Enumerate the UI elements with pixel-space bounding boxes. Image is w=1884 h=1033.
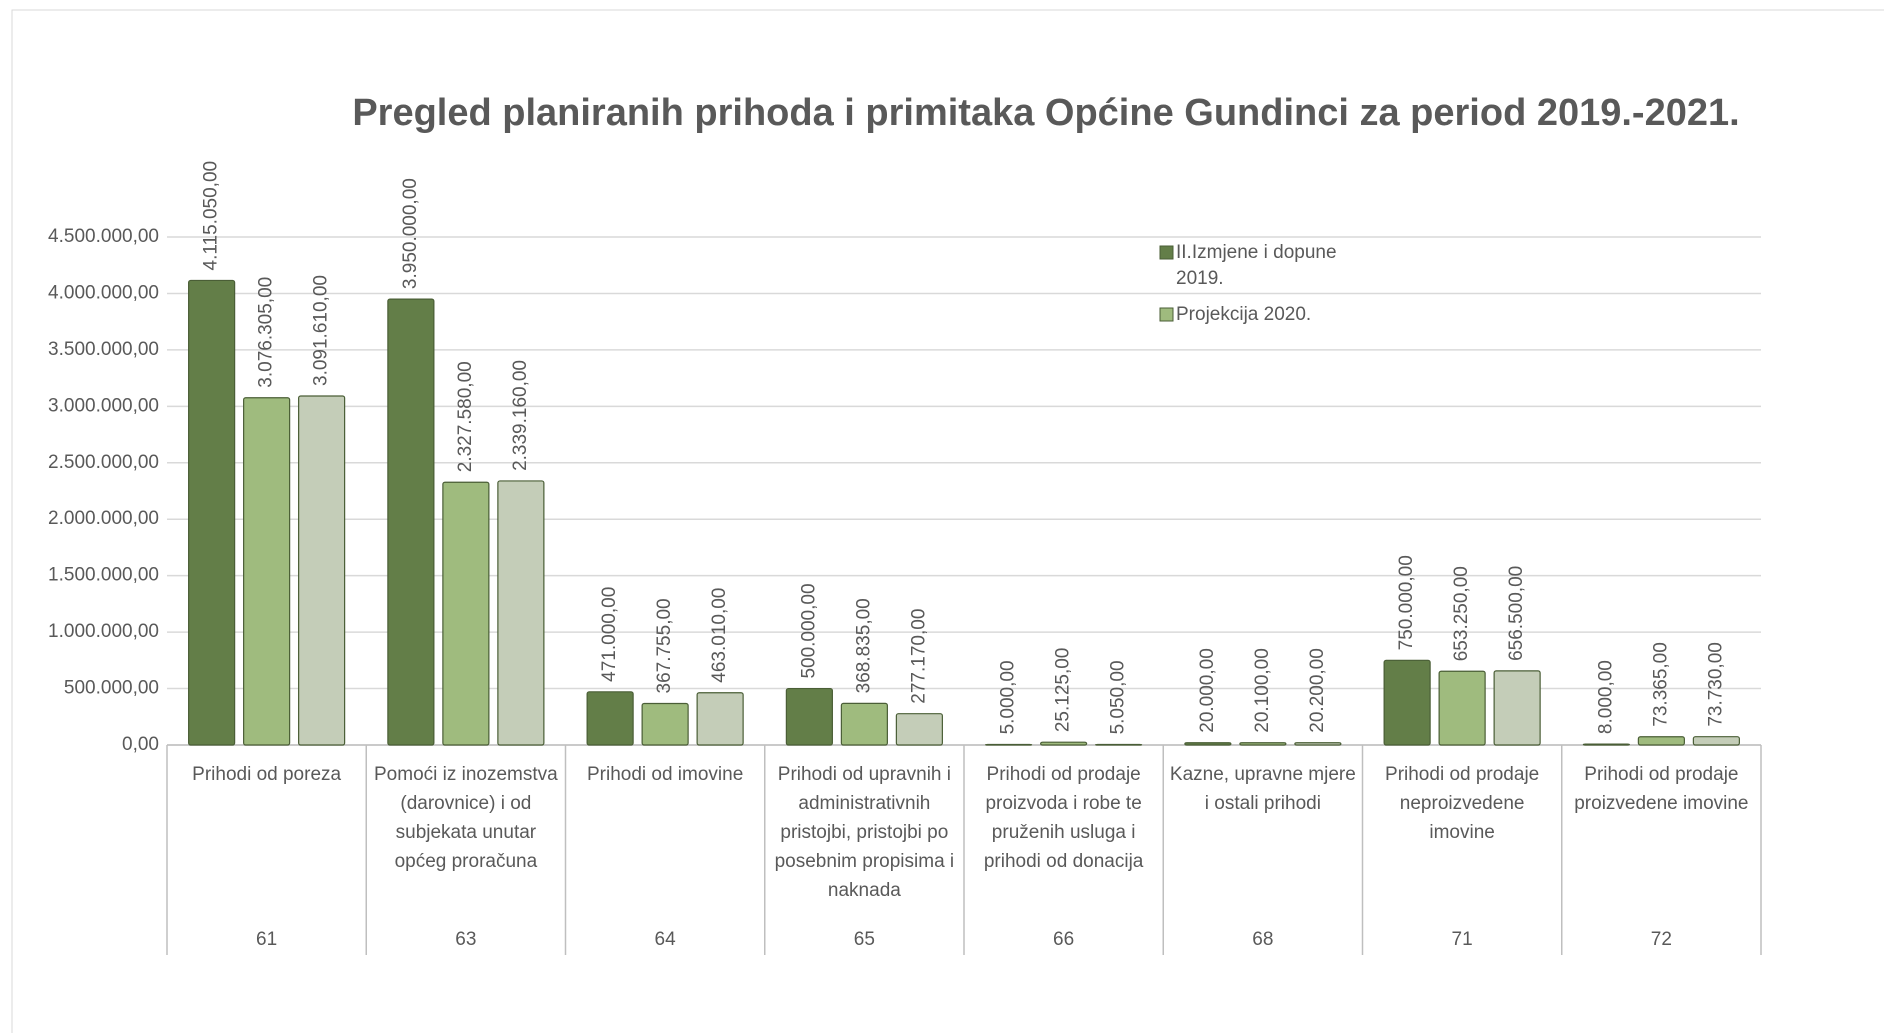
data-label: 2.339.160,00 — [510, 360, 531, 471]
data-label: 3.091.610,00 — [311, 275, 332, 386]
y-tick-label: 2.500.000,00 — [48, 452, 159, 473]
chart-title: Pregled planiranih prihoda i primitaka O… — [352, 92, 1739, 134]
bar — [1692, 736, 1740, 746]
legend-label: Projekcija 2020. — [1176, 304, 1312, 325]
bar — [1493, 670, 1541, 746]
bar — [188, 279, 236, 746]
data-label: 368.835,00 — [853, 598, 874, 693]
data-label: 471.000,00 — [599, 587, 620, 682]
x-tick-label-box: Pomoći iz inozemstva (darovnice) i od su… — [374, 764, 558, 872]
category-code: 64 — [655, 929, 677, 950]
y-tick-label: 2.000.000,00 — [48, 508, 159, 529]
x-tick-label: Prihodi od upravnih i administrativnih p… — [774, 764, 955, 901]
data-label: 3.076.305,00 — [256, 277, 277, 388]
bar — [1582, 743, 1630, 746]
bar — [442, 481, 490, 746]
x-tick-label: Prihodi od prodaje neproizvedene imovine — [1385, 764, 1540, 843]
x-tick-label: Kazne, upravne mjere i ostali prihodi — [1169, 764, 1356, 814]
bar — [387, 298, 435, 746]
category-code: 71 — [1452, 929, 1473, 950]
y-tick-label: 3.500.000,00 — [48, 339, 159, 360]
bar — [785, 687, 833, 746]
y-tick-label: 4.500.000,00 — [48, 226, 159, 247]
legend-marker — [1159, 245, 1174, 260]
data-label: 20.100,00 — [1252, 648, 1273, 733]
category-code: 72 — [1651, 929, 1672, 950]
category-code: 63 — [455, 929, 476, 950]
data-label: 8.000,00 — [1595, 660, 1616, 734]
bar — [1383, 659, 1431, 746]
bar — [1095, 743, 1143, 746]
x-tick-label-box: Prihodi od upravnih i administrativnih p… — [774, 764, 955, 901]
data-label: 20.000,00 — [1197, 648, 1218, 733]
data-label: 367.755,00 — [654, 598, 675, 693]
bar — [497, 480, 545, 746]
data-label: 277.170,00 — [908, 609, 929, 704]
bar — [696, 692, 744, 746]
x-tick-label-box: Prihodi od poreza — [192, 764, 342, 785]
category-code: 68 — [1252, 929, 1273, 950]
bar — [1438, 670, 1486, 746]
legend-label-box: II.Izmjene i dopune 2019. — [1176, 242, 1337, 289]
x-tick-label: Prihodi od prodaje proizvoda i robe te p… — [983, 764, 1144, 872]
data-label: 656.500,00 — [1506, 566, 1527, 661]
data-label: 500.000,00 — [798, 583, 819, 678]
data-label: 3.950.000,00 — [400, 178, 421, 289]
data-label: 2.327.580,00 — [455, 361, 476, 472]
bar — [840, 702, 888, 746]
x-tick-label: Pomoći iz inozemstva (darovnice) i od su… — [374, 764, 558, 872]
y-tick-label: 0,00 — [122, 734, 159, 755]
x-tick-label: Prihodi od imovine — [586, 764, 744, 785]
bar — [243, 397, 291, 746]
data-label: 653.250,00 — [1451, 566, 1472, 661]
data-label: 750.000,00 — [1396, 555, 1417, 650]
data-label: 20.200,00 — [1307, 648, 1328, 733]
x-tick-label: Prihodi od poreza — [192, 764, 342, 785]
bar — [1637, 736, 1685, 746]
data-label: 5.000,00 — [998, 660, 1019, 734]
bar — [641, 702, 689, 746]
x-tick-label-box: Kazne, upravne mjere i ostali prihodi — [1169, 764, 1356, 814]
x-tick-label-box: Prihodi od prodaje proizvedene imovine — [1574, 764, 1749, 814]
bar — [985, 743, 1033, 746]
chart-frame — [11, 9, 1884, 1033]
bar — [1294, 742, 1342, 746]
bar — [1239, 742, 1287, 746]
category-code: 66 — [1053, 929, 1074, 950]
bar — [895, 713, 943, 746]
bar — [586, 691, 634, 746]
x-tick-label-box: Prihodi od prodaje neproizvedene imovine — [1385, 764, 1540, 843]
data-label: 73.365,00 — [1650, 642, 1671, 727]
data-label: 463.010,00 — [709, 588, 730, 683]
y-tick-label: 1.500.000,00 — [48, 565, 159, 586]
category-code: 61 — [256, 929, 277, 950]
x-tick-label-box: Prihodi od imovine — [586, 764, 744, 785]
legend-label: II.Izmjene i dopune 2019. — [1176, 242, 1337, 289]
data-label: 25.125,00 — [1053, 648, 1074, 733]
bar — [298, 395, 346, 746]
data-label: 4.115.050,00 — [201, 161, 222, 271]
bar — [1184, 742, 1232, 746]
data-label: 5.050,00 — [1108, 660, 1129, 734]
y-tick-label: 3.000.000,00 — [48, 395, 159, 416]
legend-label-box: Projekcija 2020. — [1176, 304, 1312, 325]
legend-marker — [1159, 307, 1174, 322]
x-tick-label: Prihodi od prodaje proizvedene imovine — [1574, 764, 1749, 814]
bar — [1040, 741, 1088, 746]
y-tick-label: 1.000.000,00 — [48, 621, 159, 642]
data-label: 73.730,00 — [1705, 642, 1726, 727]
y-tick-label: 4.000.000,00 — [48, 282, 159, 303]
category-code: 65 — [854, 929, 875, 950]
y-tick-label: 500.000,00 — [64, 678, 159, 699]
x-tick-label-box: Prihodi od prodaje proizvoda i robe te p… — [983, 764, 1144, 872]
